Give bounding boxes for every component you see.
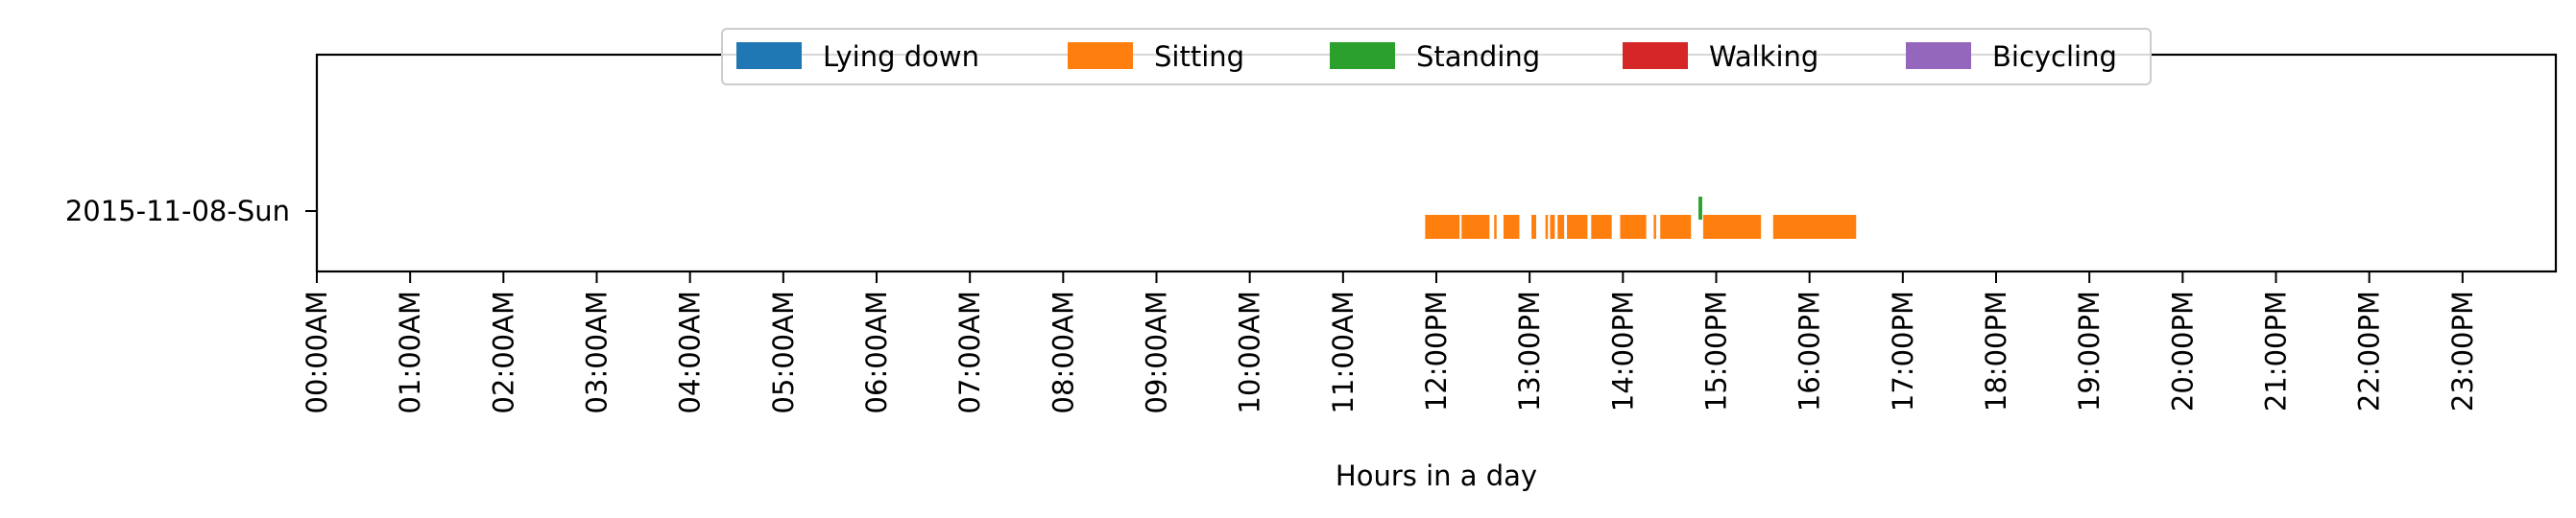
activity-bar-sitting: [1461, 215, 1490, 239]
legend-label: Lying down: [823, 40, 979, 73]
x-tick-label: 18:00PM: [1980, 291, 2012, 412]
activity-bar-sitting: [1702, 215, 1762, 239]
legend-swatch: [736, 42, 802, 69]
activity-bar-sitting: [1545, 215, 1549, 239]
x-tick-label: 07:00AM: [953, 291, 986, 413]
activity-bar-sitting: [1425, 215, 1460, 239]
legend-label: Sitting: [1154, 40, 1244, 73]
activity-bar-sitting: [1494, 215, 1497, 239]
y-tick-label: 2015-11-08-Sun: [65, 195, 290, 227]
x-tick-label: 15:00PM: [1700, 291, 1733, 412]
x-tick-label: 12:00PM: [1420, 291, 1453, 412]
x-tick-label: 20:00PM: [2166, 291, 2199, 412]
legend-swatch: [1623, 42, 1688, 69]
x-tick-label: 04:00AM: [674, 291, 707, 413]
legend-label: Standing: [1416, 40, 1540, 73]
x-tick-label: 21:00PM: [2260, 291, 2293, 412]
activity-bar-sitting: [1653, 215, 1656, 239]
x-tick-label: 17:00PM: [1887, 291, 1919, 412]
legend-swatch: [1906, 42, 1971, 69]
x-tick-label: 00:00AM: [301, 291, 333, 413]
x-tick-label: 03:00AM: [581, 291, 614, 413]
x-axis-label: Hours in a day: [1336, 459, 1537, 492]
x-tick-label: 11:00AM: [1327, 291, 1360, 413]
legend-swatch: [1330, 42, 1395, 69]
activity-bar-sitting: [1591, 215, 1612, 239]
activity-bar-sitting: [1620, 215, 1647, 239]
y-axis: 2015-11-08-Sun: [65, 195, 317, 227]
legend-label: Walking: [1709, 40, 1818, 73]
x-tick-label: 22:00PM: [2353, 291, 2386, 412]
x-tick-label: 08:00AM: [1047, 291, 1079, 413]
activity-bar-sitting: [1772, 215, 1857, 239]
x-tick-label: 05:00AM: [767, 291, 800, 413]
x-tick-label: 02:00AM: [487, 291, 519, 413]
x-tick-label: 09:00AM: [1141, 291, 1173, 413]
x-tick-label: 13:00PM: [1513, 291, 1546, 412]
x-tick-label: 14:00PM: [1606, 291, 1639, 412]
activity-bar-sitting: [1660, 215, 1692, 239]
activity-bar-sitting: [1503, 215, 1520, 239]
x-tick-label: 16:00PM: [1794, 291, 1826, 412]
activity-bar-standing: [1698, 197, 1702, 220]
x-tick-label: 10:00AM: [1234, 291, 1266, 413]
x-tick-label: 23:00PM: [2446, 291, 2479, 412]
x-tick-label: 06:00AM: [860, 291, 893, 413]
activity-bar-sitting: [1531, 215, 1536, 239]
legend: Lying down Sitting Standing Walking Bicyclin…: [721, 28, 2152, 85]
x-tick-label: 01:00AM: [394, 291, 426, 413]
activity-bars: [1425, 197, 1857, 239]
activity-bar-sitting: [1550, 215, 1555, 239]
x-tick-label: 19:00PM: [2073, 291, 2106, 412]
legend-label: Bicycling: [1992, 40, 2117, 73]
x-axis: 00:00AM 01:00AM 02:00AM 03:00AM 04:00AM 05:00…: [301, 271, 2479, 413]
activity-bar-sitting: [1567, 215, 1588, 239]
legend-swatch: [1068, 42, 1133, 69]
activity-bar-sitting: [1557, 215, 1565, 239]
